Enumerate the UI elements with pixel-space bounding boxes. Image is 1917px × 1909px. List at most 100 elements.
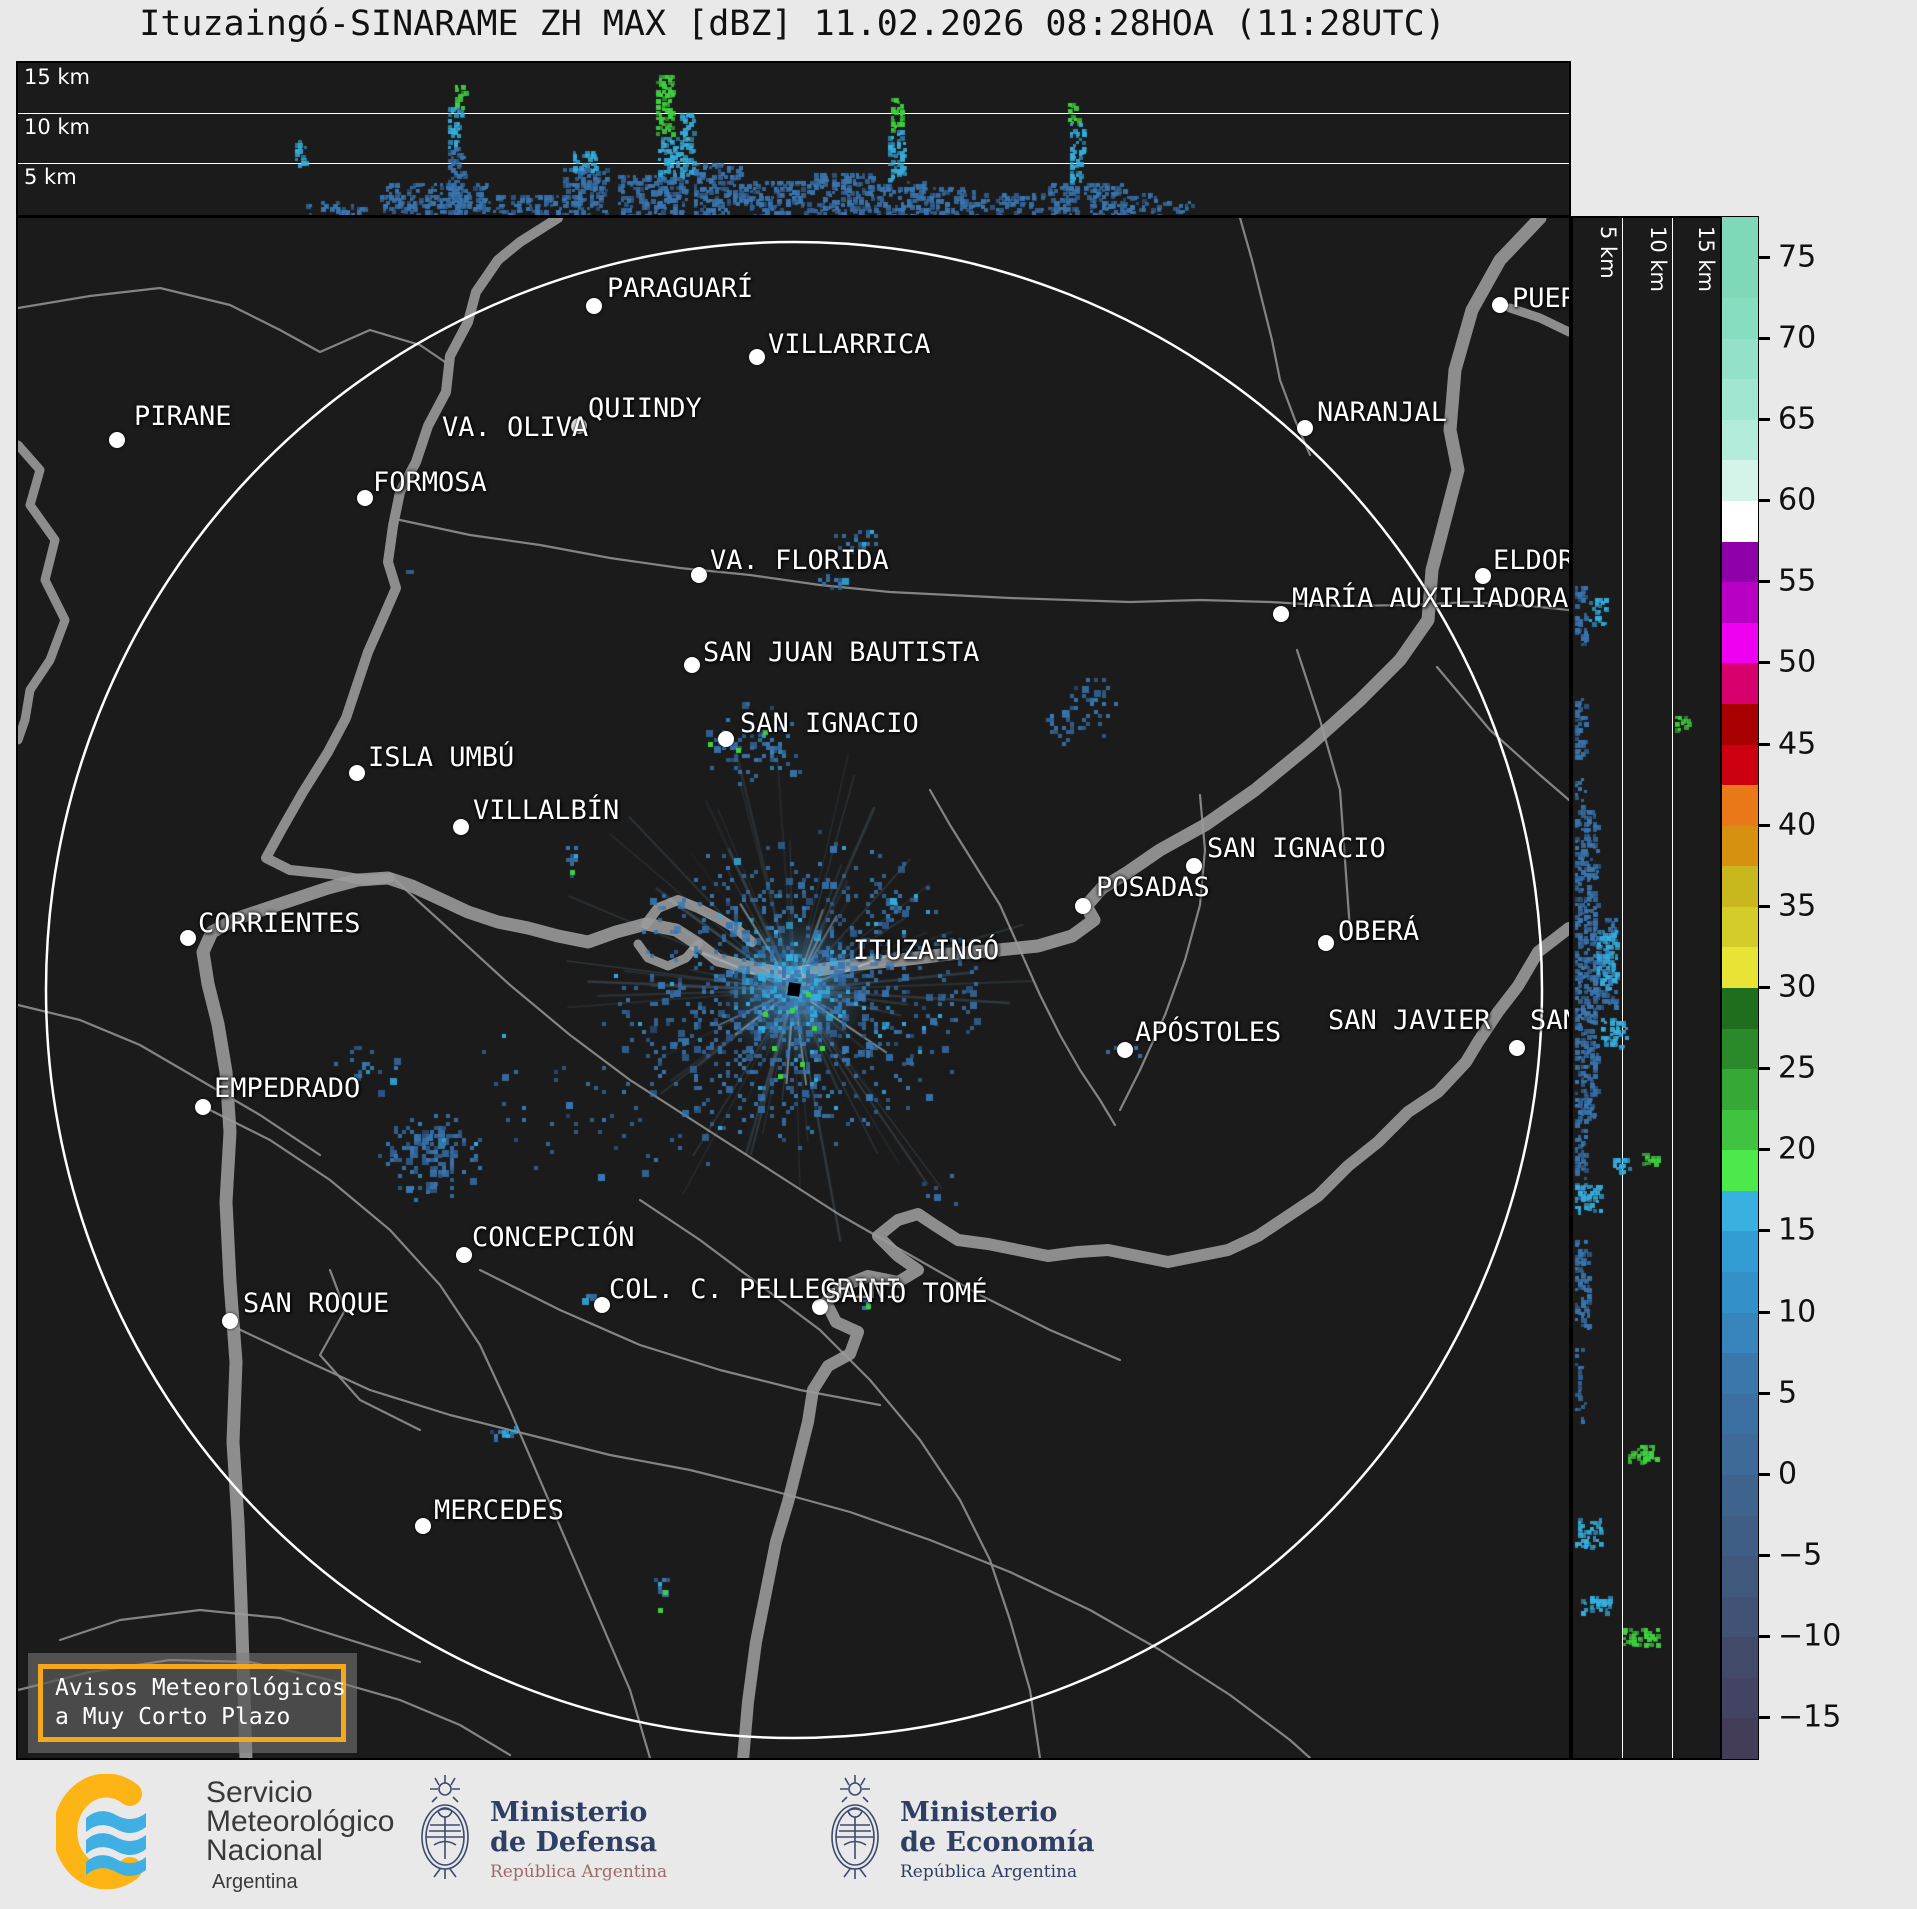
city-dot — [586, 298, 602, 314]
city-label: CONCEPCIÓN — [472, 1222, 635, 1253]
colorbar-tick-label: −5 — [1778, 1537, 1823, 1573]
colorbar-segment — [1722, 1109, 1758, 1151]
warning-line-1: Avisos Meteorológicos — [55, 1675, 346, 1701]
city-dot — [1075, 898, 1091, 914]
city-label: QUIINDY — [588, 393, 702, 424]
colorbar-segment — [1722, 1474, 1758, 1516]
city-dot — [415, 1518, 431, 1534]
city-dot — [812, 1299, 828, 1315]
colorbar-tick-label: 0 — [1778, 1456, 1798, 1492]
colorbar-segment — [1722, 1312, 1758, 1354]
city-label: SAN IGNACIO — [1207, 833, 1386, 864]
city-dot — [749, 349, 765, 365]
colorbar-segment — [1722, 1272, 1758, 1313]
smn-logo — [56, 1774, 146, 1889]
colorbar-tick-label: 35 — [1778, 888, 1817, 924]
colorbar-tick-mark — [1758, 1310, 1770, 1314]
colorbar-tick-mark — [1758, 255, 1770, 259]
colorbar-segment — [1722, 1718, 1758, 1759]
colorbar-tick-mark — [1758, 1635, 1770, 1639]
city-dot — [109, 432, 125, 448]
colorbar-segment — [1722, 1515, 1758, 1557]
smn-line3: Nacional — [206, 1834, 323, 1867]
city-dot — [691, 567, 707, 583]
page-title: Ituzaingó-SINARAME ZH MAX [dBZ] 11.02.20… — [139, 4, 1446, 44]
colorbar-tick-label: 55 — [1778, 563, 1817, 599]
colorbar-tick-mark — [1758, 1067, 1770, 1071]
colorbar-tick-label: 15 — [1778, 1212, 1817, 1248]
colorbar-segment — [1722, 1150, 1758, 1191]
colorbar-segment — [1722, 379, 1758, 420]
city-label: PIRANE — [134, 401, 232, 432]
colorbar-segment — [1722, 1028, 1758, 1070]
city-label: CORRIENTES — [198, 908, 361, 939]
colorbar-tick-label: −10 — [1778, 1618, 1842, 1654]
colorbar-segment — [1722, 1069, 1758, 1110]
colorbar-segment — [1722, 947, 1758, 988]
colorbar-tick-mark — [1758, 336, 1770, 340]
city-dot — [1273, 606, 1289, 622]
smn-line4: Argentina — [212, 1871, 298, 1893]
city-label: MERCEDES — [434, 1495, 565, 1526]
colorbar-tick-label: −15 — [1778, 1699, 1842, 1735]
city-dot — [1186, 858, 1202, 874]
warning-box: Avisos Meteorológicos a Muy Corto Plazo — [28, 1653, 357, 1753]
footer: Servicio Meteorológico Nacional Argentin… — [0, 1760, 1917, 1909]
city-label: APÓSTOLES — [1135, 1017, 1282, 1048]
colorbar-segment — [1722, 1190, 1758, 1232]
colorbar-segment — [1722, 987, 1758, 1029]
city-label: ELDORADO — [1493, 545, 1569, 576]
colorbar-tick-mark — [1758, 986, 1770, 989]
colorbar-segment — [1722, 460, 1758, 502]
colorbar-segment — [1722, 1393, 1758, 1435]
colorbar-segment — [1722, 582, 1758, 623]
colorbar-segment — [1722, 501, 1758, 542]
city-label: OBERÁ — [1338, 916, 1420, 947]
city-label: VA. FLORIDA — [710, 545, 889, 576]
colorbar-segment — [1722, 1434, 1758, 1475]
city-label: VILLALBÍN — [473, 795, 620, 826]
colorbar-segment — [1722, 703, 1758, 745]
city-dot — [349, 765, 365, 781]
colorbar-tick-mark — [1758, 1716, 1770, 1720]
colorbar-segment — [1722, 1677, 1758, 1719]
coat-of-arms-icon — [831, 1775, 879, 1879]
colorbar-tick-label: 45 — [1778, 726, 1817, 762]
right-height-cross-section-panel: 5 km10 km15 km — [1571, 216, 1722, 1760]
colorbar-segment — [1722, 906, 1758, 948]
smn-logo-group: Servicio Meteorológico Nacional Argentin… — [56, 1760, 576, 1909]
colorbar-tick-label: 10 — [1778, 1294, 1817, 1330]
colorbar-segment — [1722, 257, 1758, 299]
colorbar-segment — [1722, 1353, 1758, 1394]
economia-logo-group: Ministerio de Economía República Argenti… — [820, 1760, 1190, 1909]
city-label: EMPEDRADO — [214, 1073, 361, 1104]
colorbar-segment — [1722, 541, 1758, 583]
city-dot — [456, 1247, 472, 1263]
colorbar-tick-label: 5 — [1778, 1375, 1798, 1411]
city-label: MARÍA AUXILIADORA — [1292, 583, 1569, 614]
colorbar-tick-mark — [1758, 742, 1770, 746]
colorbar-tick-mark — [1758, 1229, 1770, 1233]
city-label: POSADAS — [1096, 872, 1210, 903]
city-label: PARAGUARÍ — [607, 273, 754, 304]
city-dot — [453, 819, 469, 835]
city-label: SAN ROQUE — [243, 1288, 390, 1319]
city-dot — [718, 731, 734, 747]
city-dot — [1492, 297, 1508, 313]
top-echo-canvas — [18, 63, 1569, 215]
economia-text: Ministerio de Economía República Argenti… — [900, 1797, 1095, 1883]
dbz-colorbar — [1721, 216, 1759, 1760]
city-dot — [195, 1099, 211, 1115]
city-dot — [222, 1313, 238, 1329]
city-label: VILLARRICA — [768, 329, 931, 360]
colorbar-tick-mark — [1758, 1148, 1770, 1152]
colorbar-segment — [1722, 338, 1758, 380]
colorbar-segment — [1722, 744, 1758, 786]
colorbar-tick-label: 20 — [1778, 1131, 1817, 1167]
city-label: COL. C. PELLEGRINI — [609, 1274, 902, 1305]
city-dot — [1297, 420, 1313, 436]
colorbar-segment — [1722, 1231, 1758, 1273]
smn-logo-text: Servicio Meteorológico Nacional Argentin… — [206, 1778, 394, 1897]
colorbar-tick-label: 30 — [1778, 969, 1817, 1005]
colorbar-tick-label: 65 — [1778, 401, 1817, 437]
